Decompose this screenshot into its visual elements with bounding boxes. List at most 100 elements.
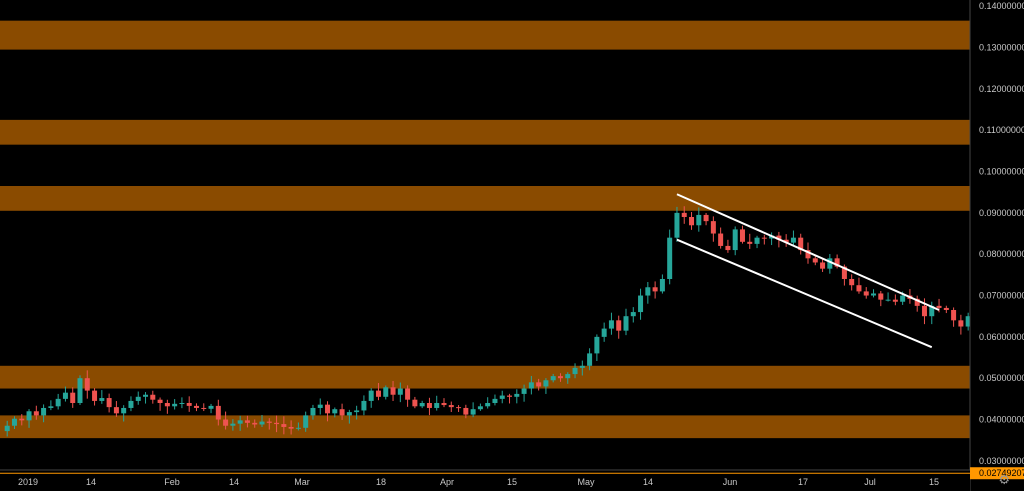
gear-icon[interactable]: ⚙: [998, 473, 1010, 488]
time-tick-label: Jun: [723, 477, 738, 487]
candle-body: [237, 420, 243, 424]
candle-body: [936, 305, 942, 308]
candle-body: [92, 390, 98, 401]
candle-body: [572, 367, 578, 375]
candle-body: [674, 212, 680, 238]
candle-body: [849, 279, 855, 286]
candle-body: [397, 388, 403, 395]
candle-body: [33, 411, 39, 416]
candle-body: [499, 395, 505, 399]
candle-body: [215, 405, 221, 420]
candle-body: [303, 415, 309, 428]
candle-body: [703, 214, 709, 222]
candle-body: [172, 403, 178, 407]
candle-body: [521, 388, 527, 394]
candle-body: [448, 405, 454, 408]
candle-body: [747, 241, 753, 244]
candle-body: [230, 423, 236, 426]
candle-body: [70, 392, 76, 403]
candle-body: [761, 237, 767, 239]
price-tick-label: 0.06000000: [979, 332, 1024, 342]
candle-body: [186, 403, 192, 406]
price-tick-label: 0.03000000: [979, 456, 1024, 466]
time-axis-bg: [0, 470, 970, 491]
candle-body: [288, 426, 294, 429]
candle-body: [587, 353, 593, 366]
candle-body: [456, 407, 462, 409]
candle-body: [485, 403, 491, 407]
candle-body: [492, 398, 498, 403]
time-tick-label: Mar: [294, 477, 310, 487]
price-tick-label: 0.10000000: [979, 167, 1024, 177]
candle-body: [652, 287, 658, 292]
candle-body: [507, 395, 513, 397]
zone-band: [0, 119, 970, 145]
candle-body: [929, 305, 935, 317]
candle-body: [346, 412, 352, 416]
candle-body: [419, 403, 425, 407]
candle-body: [390, 387, 396, 395]
candle-body: [208, 405, 214, 409]
candle-body: [892, 299, 898, 302]
candle-body: [608, 320, 614, 329]
time-tick-label: Feb: [164, 477, 180, 487]
candle-body: [201, 407, 207, 409]
candle-body: [681, 212, 687, 217]
candle-body: [463, 407, 469, 415]
resistance-zones: [0, 20, 970, 439]
time-tick-label: 14: [643, 477, 653, 487]
price-tick-label: 0.13000000: [979, 43, 1024, 53]
candle-body: [696, 214, 702, 226]
price-axis[interactable]: 0.14000000 0.13000000 0.12000000 0.11000000…: [969, 0, 1024, 491]
candle-body: [113, 407, 119, 414]
candle-body: [48, 406, 54, 408]
candle-body: [55, 398, 61, 407]
candle-body: [798, 237, 804, 251]
candle-body: [863, 291, 869, 296]
price-axis-bg: [970, 0, 1024, 491]
trendlines: [676, 189, 1024, 349]
candle-body: [579, 365, 585, 368]
candle-body: [150, 394, 156, 400]
candle-body: [565, 374, 571, 379]
candle-body: [659, 279, 665, 292]
candle-body: [951, 310, 957, 321]
candle-body: [536, 382, 542, 387]
candle-body: [310, 407, 316, 416]
candle-body: [99, 398, 105, 401]
candle-body: [121, 407, 127, 414]
candle-body: [281, 424, 287, 427]
candle-body: [790, 237, 796, 243]
candle-body: [223, 419, 229, 426]
zone-band: [0, 415, 970, 439]
candle-body: [441, 403, 447, 406]
candle-body: [128, 400, 134, 408]
candle-body: [361, 400, 367, 411]
candle-body: [550, 376, 556, 381]
zone-band: [0, 365, 970, 389]
candle-body: [732, 229, 738, 251]
candle-body: [871, 293, 877, 296]
candle-body: [557, 376, 563, 379]
candle-body: [11, 418, 17, 426]
candle-body: [470, 409, 476, 415]
time-axis[interactable]: 2019 14 Feb 14 Mar 18 Apr 15 May 14 Jun 17 Jul 15: [0, 469, 970, 491]
candle-body: [594, 336, 600, 354]
candle-body: [805, 250, 811, 259]
candle-body: [62, 392, 68, 399]
candle-body: [179, 403, 185, 404]
time-tick-label: 17: [798, 477, 808, 487]
candle-body: [4, 425, 10, 432]
trendline: [676, 238, 933, 349]
candle-body: [332, 409, 338, 414]
candle-body: [41, 407, 47, 416]
candle-body: [295, 427, 301, 429]
price-tick-label: 0.14000000: [979, 1, 1024, 11]
time-tick-label: 2019: [18, 477, 38, 487]
candle-body: [368, 390, 374, 401]
candle-body: [689, 217, 695, 226]
price-tick-label: 0.07000000: [979, 291, 1024, 301]
last-price-tag-bg: [970, 467, 1024, 480]
candle-body: [885, 299, 891, 301]
